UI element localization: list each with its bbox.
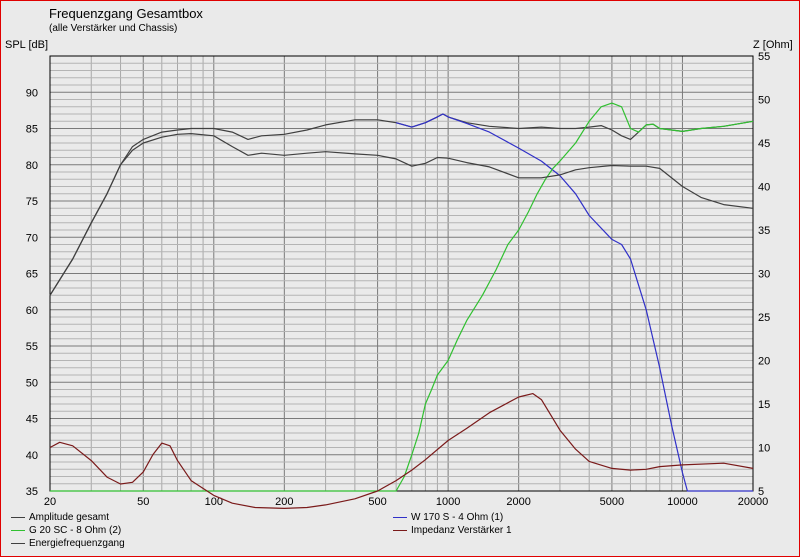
y-tick-label: 40 bbox=[26, 450, 38, 462]
y2-tick-label: 45 bbox=[758, 138, 770, 150]
y-tick-label: 35 bbox=[26, 486, 38, 498]
legend-item-impedance: Impedanz Verstärker 1 bbox=[393, 525, 512, 536]
y2-tick-label: 35 bbox=[758, 225, 770, 237]
left-axis-label: SPL [dB] bbox=[5, 39, 49, 51]
y2-tick-label: 30 bbox=[758, 269, 770, 281]
y-tick-label: 70 bbox=[26, 232, 38, 244]
legend-label-impedance: Impedanz Verstärker 1 bbox=[411, 525, 512, 536]
x-tick-label: 100 bbox=[205, 496, 223, 508]
y-tick-label: 65 bbox=[26, 269, 38, 281]
y-tick-label: 80 bbox=[26, 160, 38, 172]
y-tick-label: 90 bbox=[26, 87, 38, 99]
legend-label-amplitude: Amplitude gesamt bbox=[29, 512, 110, 523]
y2-tick-label: 15 bbox=[758, 399, 770, 411]
y2-tick-label: 50 bbox=[758, 95, 770, 107]
y2-tick-label: 20 bbox=[758, 356, 770, 368]
legend-label-tweeter: G 20 SC - 8 Ohm (2) bbox=[29, 525, 122, 536]
y-tick-label: 45 bbox=[26, 414, 38, 426]
y-tick-label: 55 bbox=[26, 341, 38, 353]
legend-item-energy: Energiefrequenzgang bbox=[11, 538, 125, 549]
y2-tick-label: 25 bbox=[758, 312, 770, 324]
y2-tick-label: 40 bbox=[758, 182, 770, 194]
legend-item-woofer: W 170 S - 4 Ohm (1) bbox=[393, 512, 503, 523]
series-line-amplitude bbox=[49, 113, 754, 296]
x-tick-label: 50 bbox=[137, 496, 149, 508]
x-tick-label: 10000 bbox=[667, 496, 698, 508]
y-tick-label: 60 bbox=[26, 305, 38, 317]
chart-title: Frequenzgang Gesamtbox bbox=[49, 6, 203, 21]
x-tick-label: 200 bbox=[275, 496, 293, 508]
legend-swatch-impedance bbox=[393, 530, 407, 531]
legend-label-energy: Energiefrequenzgang bbox=[29, 538, 125, 549]
y2-tick-label: 55 bbox=[758, 51, 770, 63]
series-line-woofer bbox=[395, 113, 753, 492]
plot-border bbox=[49, 55, 754, 492]
y-tick-label: 75 bbox=[26, 196, 38, 208]
x-tick-label: 500 bbox=[368, 496, 386, 508]
y2-tick-label: 5 bbox=[758, 486, 764, 498]
chart-subtitle: (alle Verstärker und Chassis) bbox=[49, 23, 178, 34]
y-tick-label: 85 bbox=[26, 124, 38, 136]
legend-swatch-tweeter bbox=[11, 530, 25, 531]
legend-label-woofer: W 170 S - 4 Ohm (1) bbox=[411, 512, 504, 523]
x-tick-label: 1000 bbox=[436, 496, 460, 508]
x-tick-label: 5000 bbox=[600, 496, 624, 508]
legend-swatch-energy bbox=[11, 543, 25, 544]
legend-swatch-woofer bbox=[393, 517, 407, 518]
series-line-impedance bbox=[49, 393, 754, 509]
legend-swatch-amplitude bbox=[11, 517, 25, 518]
x-tick-label: 20000 bbox=[738, 496, 769, 508]
y-tick-label: 50 bbox=[26, 377, 38, 389]
x-tick-label: 2000 bbox=[506, 496, 530, 508]
legend-item-amplitude: Amplitude gesamt bbox=[11, 512, 109, 523]
right-axis-label: Z [Ohm] bbox=[753, 39, 793, 51]
series-line-energy bbox=[49, 133, 754, 296]
legend-item-tweeter: G 20 SC - 8 Ohm (2) bbox=[11, 525, 121, 536]
x-tick-label: 20 bbox=[44, 496, 56, 508]
y2-tick-label: 10 bbox=[758, 443, 770, 455]
series-line-tweeter bbox=[50, 102, 754, 492]
